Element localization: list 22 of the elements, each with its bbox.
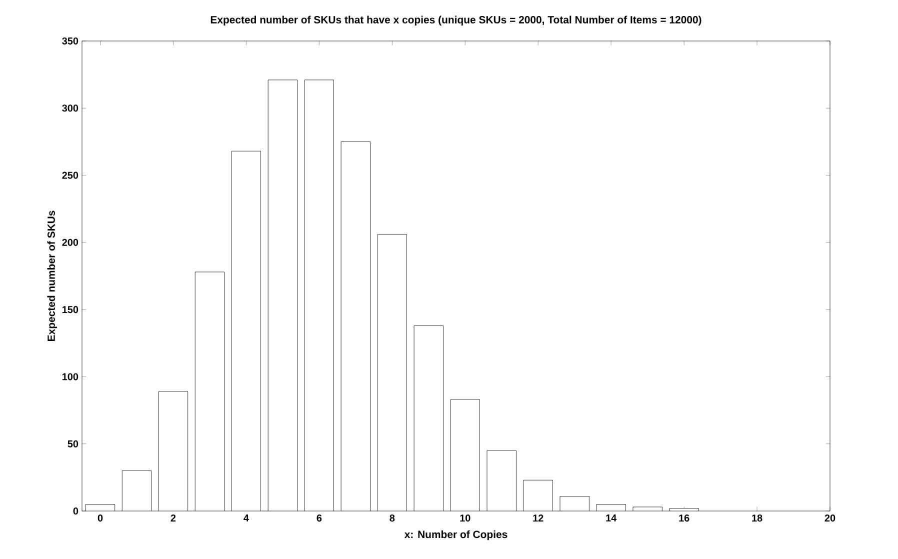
x-tick-label: 18 [752, 514, 762, 522]
x-tick-label: 0 [98, 514, 103, 522]
x-axis-title: x: Number of Copies [404, 530, 508, 540]
y-axis-title: Expected number of SKUs [47, 210, 58, 341]
y-tick-label: 250 [62, 172, 78, 179]
y-tick-label: 150 [62, 306, 78, 314]
x-tick-label: 12 [533, 514, 544, 522]
y-tick-label: 0 [73, 507, 78, 515]
x-tick-label: 6 [316, 514, 322, 522]
y-tick-label: 50 [68, 440, 78, 448]
chart-title: Expected number of SKUs that have x copies (unique SKUs = 2000, Total Number of Items = 12000) [210, 16, 702, 26]
x-tick-label: 20 [824, 514, 836, 522]
y-tick-label: 300 [62, 104, 78, 112]
y-tick-label: 200 [62, 238, 78, 246]
x-tick-label: 2 [170, 514, 176, 522]
x-tick-label: 14 [606, 514, 617, 522]
x-tick-label: 4 [244, 514, 249, 522]
x-tick-label: 8 [390, 514, 395, 522]
y-tick-label: 100 [62, 373, 78, 380]
x-tick-label: 10 [460, 514, 470, 522]
y-tick-label: 350 [62, 37, 78, 45]
x-tick-label: 16 [679, 514, 690, 522]
